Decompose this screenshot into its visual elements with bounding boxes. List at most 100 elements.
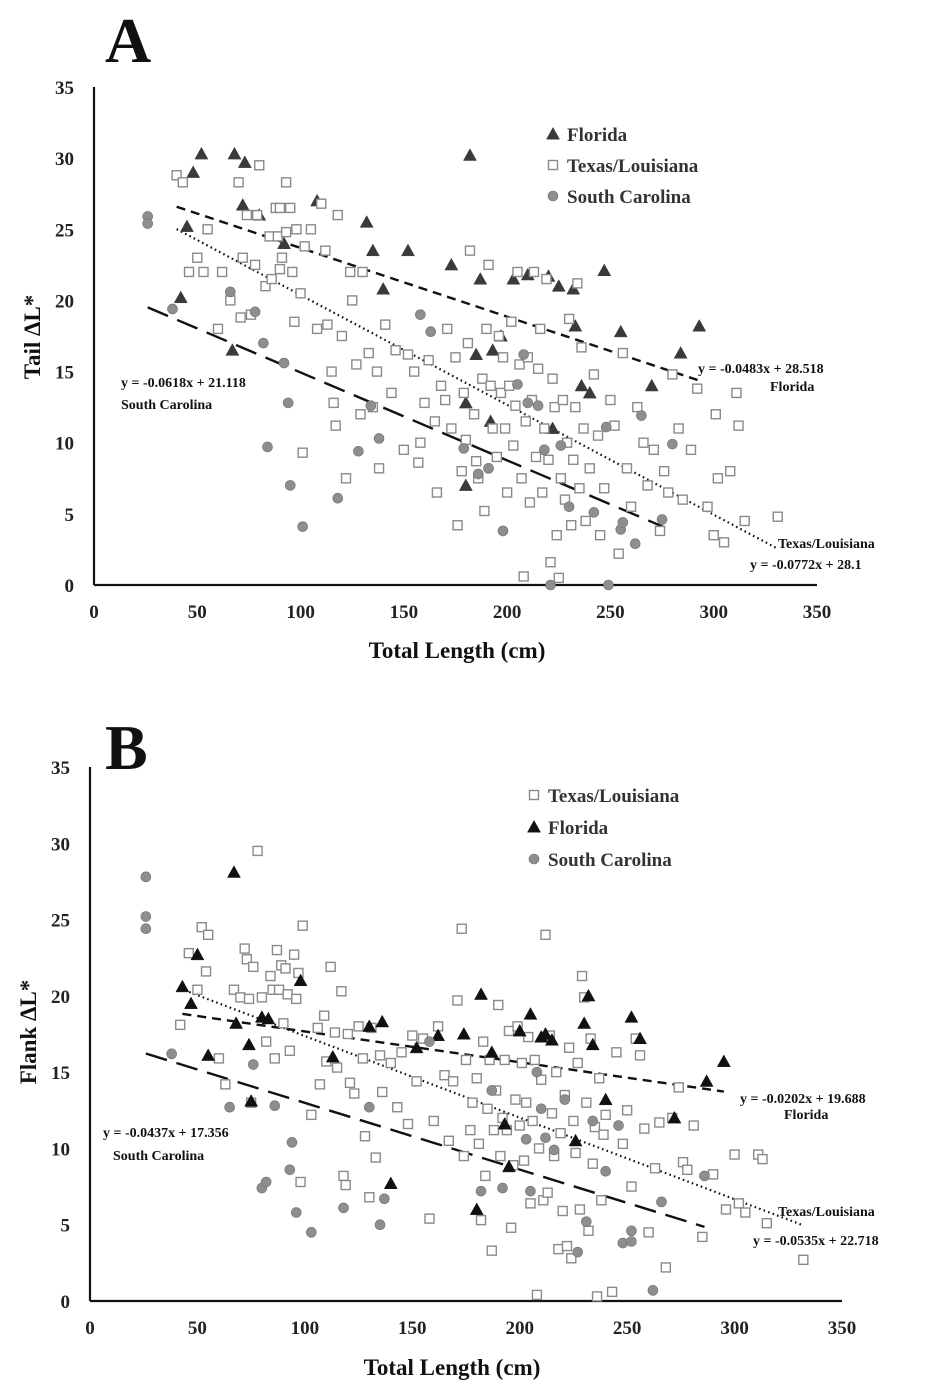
data-point-texas-louisiana	[282, 989, 293, 1000]
data-point-texas-louisiana	[471, 1073, 482, 1084]
data-point-florida	[673, 346, 688, 359]
data-point-texas-louisiana	[470, 456, 482, 467]
x-tick-label: 250	[613, 1318, 642, 1339]
legend-label-south-carolina: South Carolina	[548, 850, 672, 871]
equation-series-florida: Florida	[784, 1108, 828, 1123]
data-point-texas-louisiana	[288, 949, 300, 960]
legend: Florida Texas/Louisiana South Carolina	[546, 125, 699, 208]
data-point-texas-louisiana	[598, 1129, 609, 1140]
data-point-texas-louisiana	[171, 170, 182, 181]
data-point-texas-louisiana	[497, 352, 509, 363]
legend-marker-florida	[527, 819, 541, 833]
data-point-texas-louisiana	[568, 454, 579, 465]
data-point-texas-louisiana	[557, 1205, 568, 1217]
equation-south-carolina: y = -0.0618x + 21.118	[121, 376, 246, 391]
data-point-texas-louisiana	[549, 401, 560, 413]
data-point-texas-louisiana	[555, 473, 567, 484]
legend-label-south-carolina: South Carolina	[567, 187, 691, 208]
data-point-texas-louisiana	[364, 1192, 375, 1203]
data-point-texas-louisiana	[677, 494, 688, 505]
data-point-texas-louisiana	[359, 1131, 371, 1142]
trendline-florida	[182, 1012, 724, 1093]
data-point-texas-louisiana	[591, 1291, 603, 1302]
data-point-florida	[244, 1094, 259, 1107]
y-tick-label: 30	[51, 834, 70, 855]
data-point-texas-louisiana	[621, 463, 633, 474]
data-point-florida	[699, 1074, 714, 1087]
data-point-texas-louisiana	[396, 1047, 407, 1058]
data-point-texas-louisiana	[642, 480, 653, 491]
data-point-texas-louisiana	[516, 1057, 528, 1069]
data-point-south-carolina	[338, 1202, 349, 1214]
data-point-south-carolina	[532, 400, 544, 412]
data-point-texas-louisiana	[572, 1057, 583, 1069]
data-point-texas-louisiana	[314, 1079, 326, 1090]
y-tick-label: 25	[55, 220, 74, 241]
data-point-texas-louisiana	[349, 1088, 360, 1099]
data-point-texas-louisiana	[452, 520, 463, 531]
data-point-florida	[598, 1092, 613, 1106]
data-point-texas-louisiana	[458, 1150, 470, 1162]
data-point-south-carolina	[365, 400, 377, 412]
data-point-texas-louisiana	[588, 369, 600, 380]
data-point-texas-louisiana	[772, 511, 783, 522]
data-point-texas-louisiana	[682, 1164, 693, 1175]
x-tick-label: 100	[286, 602, 315, 623]
chart-b-svg: B Total Length (cm) Flank ΔL* 0 50 100 150 2…	[16, 712, 879, 1380]
data-point-south-carolina	[626, 1236, 637, 1247]
legend: Texas/Louisiana Florida South Carolina	[527, 786, 680, 871]
y-tick-label: 15	[55, 363, 74, 384]
data-point-texas-louisiana	[673, 1082, 684, 1093]
data-point-florida	[227, 146, 242, 160]
data-point-texas-louisiana	[634, 1050, 646, 1061]
equation-south-carolina: y = -0.0437x + 17.356	[103, 1126, 229, 1141]
x-axis-title: Total Length (cm)	[364, 1355, 541, 1380]
data-point-florida	[551, 279, 566, 292]
data-point-texas-louisiana	[269, 1053, 280, 1064]
equation-series-florida: Florida	[770, 380, 814, 395]
data-point-texas-louisiana	[481, 323, 492, 335]
data-point-texas-louisiana	[330, 420, 341, 431]
data-point-texas-louisiana	[212, 323, 224, 335]
data-point-south-carolina	[626, 1225, 637, 1237]
chart-a-svg: A Total Length (cm) Tail ΔL* 0 50 100 150 20…	[20, 5, 875, 663]
data-point-south-carolina	[284, 480, 296, 491]
data-point-texas-louisiana	[583, 1225, 594, 1237]
x-tick-label: 150	[390, 602, 419, 623]
data-point-texas-louisiana	[274, 263, 286, 275]
data-point-texas-louisiana	[673, 423, 684, 434]
panel-letter-b: B	[105, 712, 148, 783]
data-point-texas-louisiana	[613, 548, 624, 559]
data-point-south-carolina	[531, 1066, 543, 1078]
data-point-texas-louisiana	[510, 1094, 521, 1105]
data-point-texas-louisiana	[540, 929, 551, 941]
data-point-florida	[512, 1023, 527, 1037]
data-point-florida	[186, 165, 201, 178]
data-point-texas-louisiana	[278, 1018, 289, 1029]
data-point-texas-louisiana	[363, 347, 374, 359]
legend-marker-south-carolina	[528, 853, 540, 865]
data-point-texas-louisiana	[248, 961, 259, 973]
data-point-south-carolina	[522, 397, 534, 409]
data-point-south-carolina	[600, 421, 612, 433]
data-point-texas-louisiana	[408, 366, 420, 377]
data-point-texas-louisiana	[514, 1120, 525, 1131]
legend-label-florida: Florida	[548, 818, 609, 839]
data-point-texas-louisiana	[570, 1147, 581, 1159]
data-point-texas-louisiana	[452, 995, 463, 1006]
data-point-texas-louisiana	[351, 359, 362, 370]
data-point-texas-louisiana	[576, 342, 587, 353]
data-point-florida	[261, 1011, 276, 1025]
data-point-texas-louisiana	[667, 369, 678, 380]
data-point-south-carolina	[306, 1227, 317, 1238]
y-tick-label: 5	[61, 1216, 71, 1237]
data-point-texas-louisiana	[256, 992, 268, 1003]
data-point-texas-louisiana	[658, 465, 670, 477]
data-point-texas-louisiana	[499, 1054, 510, 1066]
data-point-south-carolina	[497, 525, 509, 537]
data-point-texas-louisiana	[386, 387, 397, 399]
data-point-texas-louisiana	[527, 1115, 538, 1127]
data-point-texas-louisiana	[280, 963, 291, 974]
data-point-texas-louisiana	[340, 1179, 351, 1191]
data-point-texas-louisiana	[528, 266, 540, 278]
